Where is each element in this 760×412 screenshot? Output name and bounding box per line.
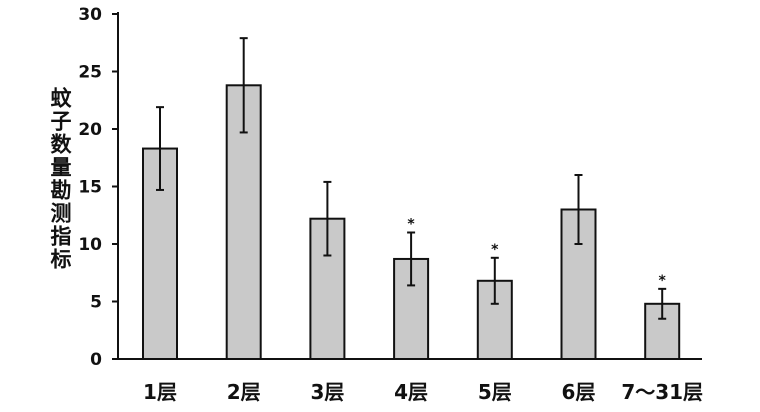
y-tick-label: 25 bbox=[78, 63, 102, 83]
y-tick-label: 0 bbox=[90, 350, 102, 370]
significance-mark: * bbox=[491, 242, 499, 258]
x-tick-label: 1层 bbox=[143, 380, 177, 404]
x-tick-label: 5层 bbox=[478, 380, 512, 404]
y-tick-label: 30 bbox=[78, 5, 102, 25]
x-tick-label: 3层 bbox=[310, 380, 344, 404]
y-tick-label: 10 bbox=[78, 235, 102, 255]
y-axis-label: 蚊子数量勘测指标 bbox=[48, 86, 72, 271]
x-tick-label: 2层 bbox=[227, 380, 261, 404]
significance-mark: * bbox=[659, 273, 667, 289]
y-tick-label: 15 bbox=[78, 178, 102, 198]
x-tick-label: 4层 bbox=[394, 380, 428, 404]
x-tick-label: 6层 bbox=[562, 380, 596, 404]
x-tick-label: 7～31层 bbox=[621, 380, 703, 404]
significance-mark: * bbox=[407, 217, 415, 233]
y-tick-label: 5 bbox=[90, 293, 102, 313]
y-tick-label: 20 bbox=[78, 120, 102, 140]
